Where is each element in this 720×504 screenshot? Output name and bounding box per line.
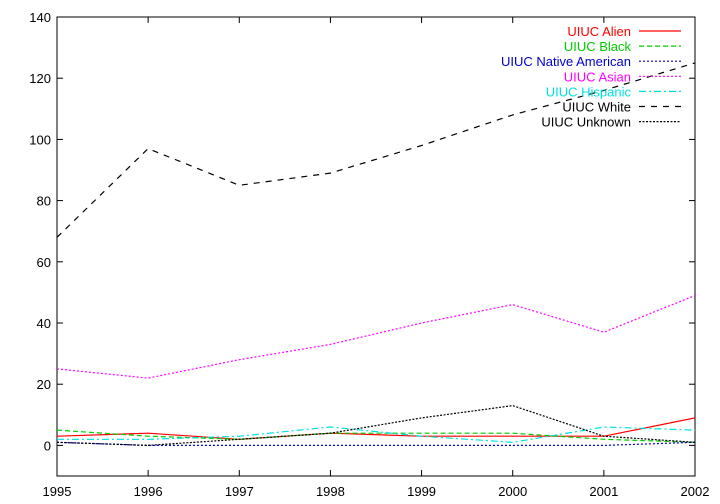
x-tick-label: 1995 [43,484,72,499]
series-line-uiuc-unknown [56,404,696,447]
x-tick-label: 2001 [589,484,618,499]
y-tick-label: 140 [29,10,51,25]
legend-label: UIUC Native American [501,54,631,69]
y-tick-label: 20 [37,377,51,392]
plot-frame [56,16,696,477]
legend-label: UIUC Alien [567,24,631,39]
y-tick-label: 40 [37,316,51,331]
x-tick-label: 1999 [407,484,436,499]
series-lines [56,62,696,447]
y-tick-label: 80 [37,194,51,209]
series-line-uiuc-alien [56,417,696,440]
legend-label: UIUC Asian [564,69,631,84]
x-tick-label: 1996 [134,484,163,499]
x-tick-label: 1998 [316,484,345,499]
y-axis-ticks: 0 20 40 60 80 100 120 140 [29,10,695,453]
x-tick-label: 2002 [681,484,710,499]
x-tick-label: 1997 [225,484,254,499]
y-tick-label: 120 [29,71,51,86]
x-axis-ticks: 1995 1996 1997 1998 1999 2000 2001 2002 [43,17,710,499]
legend-label: UIUC Unknown [541,115,631,130]
legend-label: UIUC White [562,100,631,115]
y-tick-label: 100 [29,132,51,147]
legend-label: UIUC Hispanic [546,84,632,99]
series-line-uiuc-black [56,429,696,443]
x-tick-label: 2000 [498,484,527,499]
legend-label: UIUC Black [564,39,632,54]
series-line-uiuc-hispanic [57,426,696,443]
y-tick-label: 60 [37,255,51,270]
series-line-uiuc-asian [56,294,696,379]
y-tick-label: 0 [44,438,51,453]
series-line-uiuc-white [56,62,696,238]
